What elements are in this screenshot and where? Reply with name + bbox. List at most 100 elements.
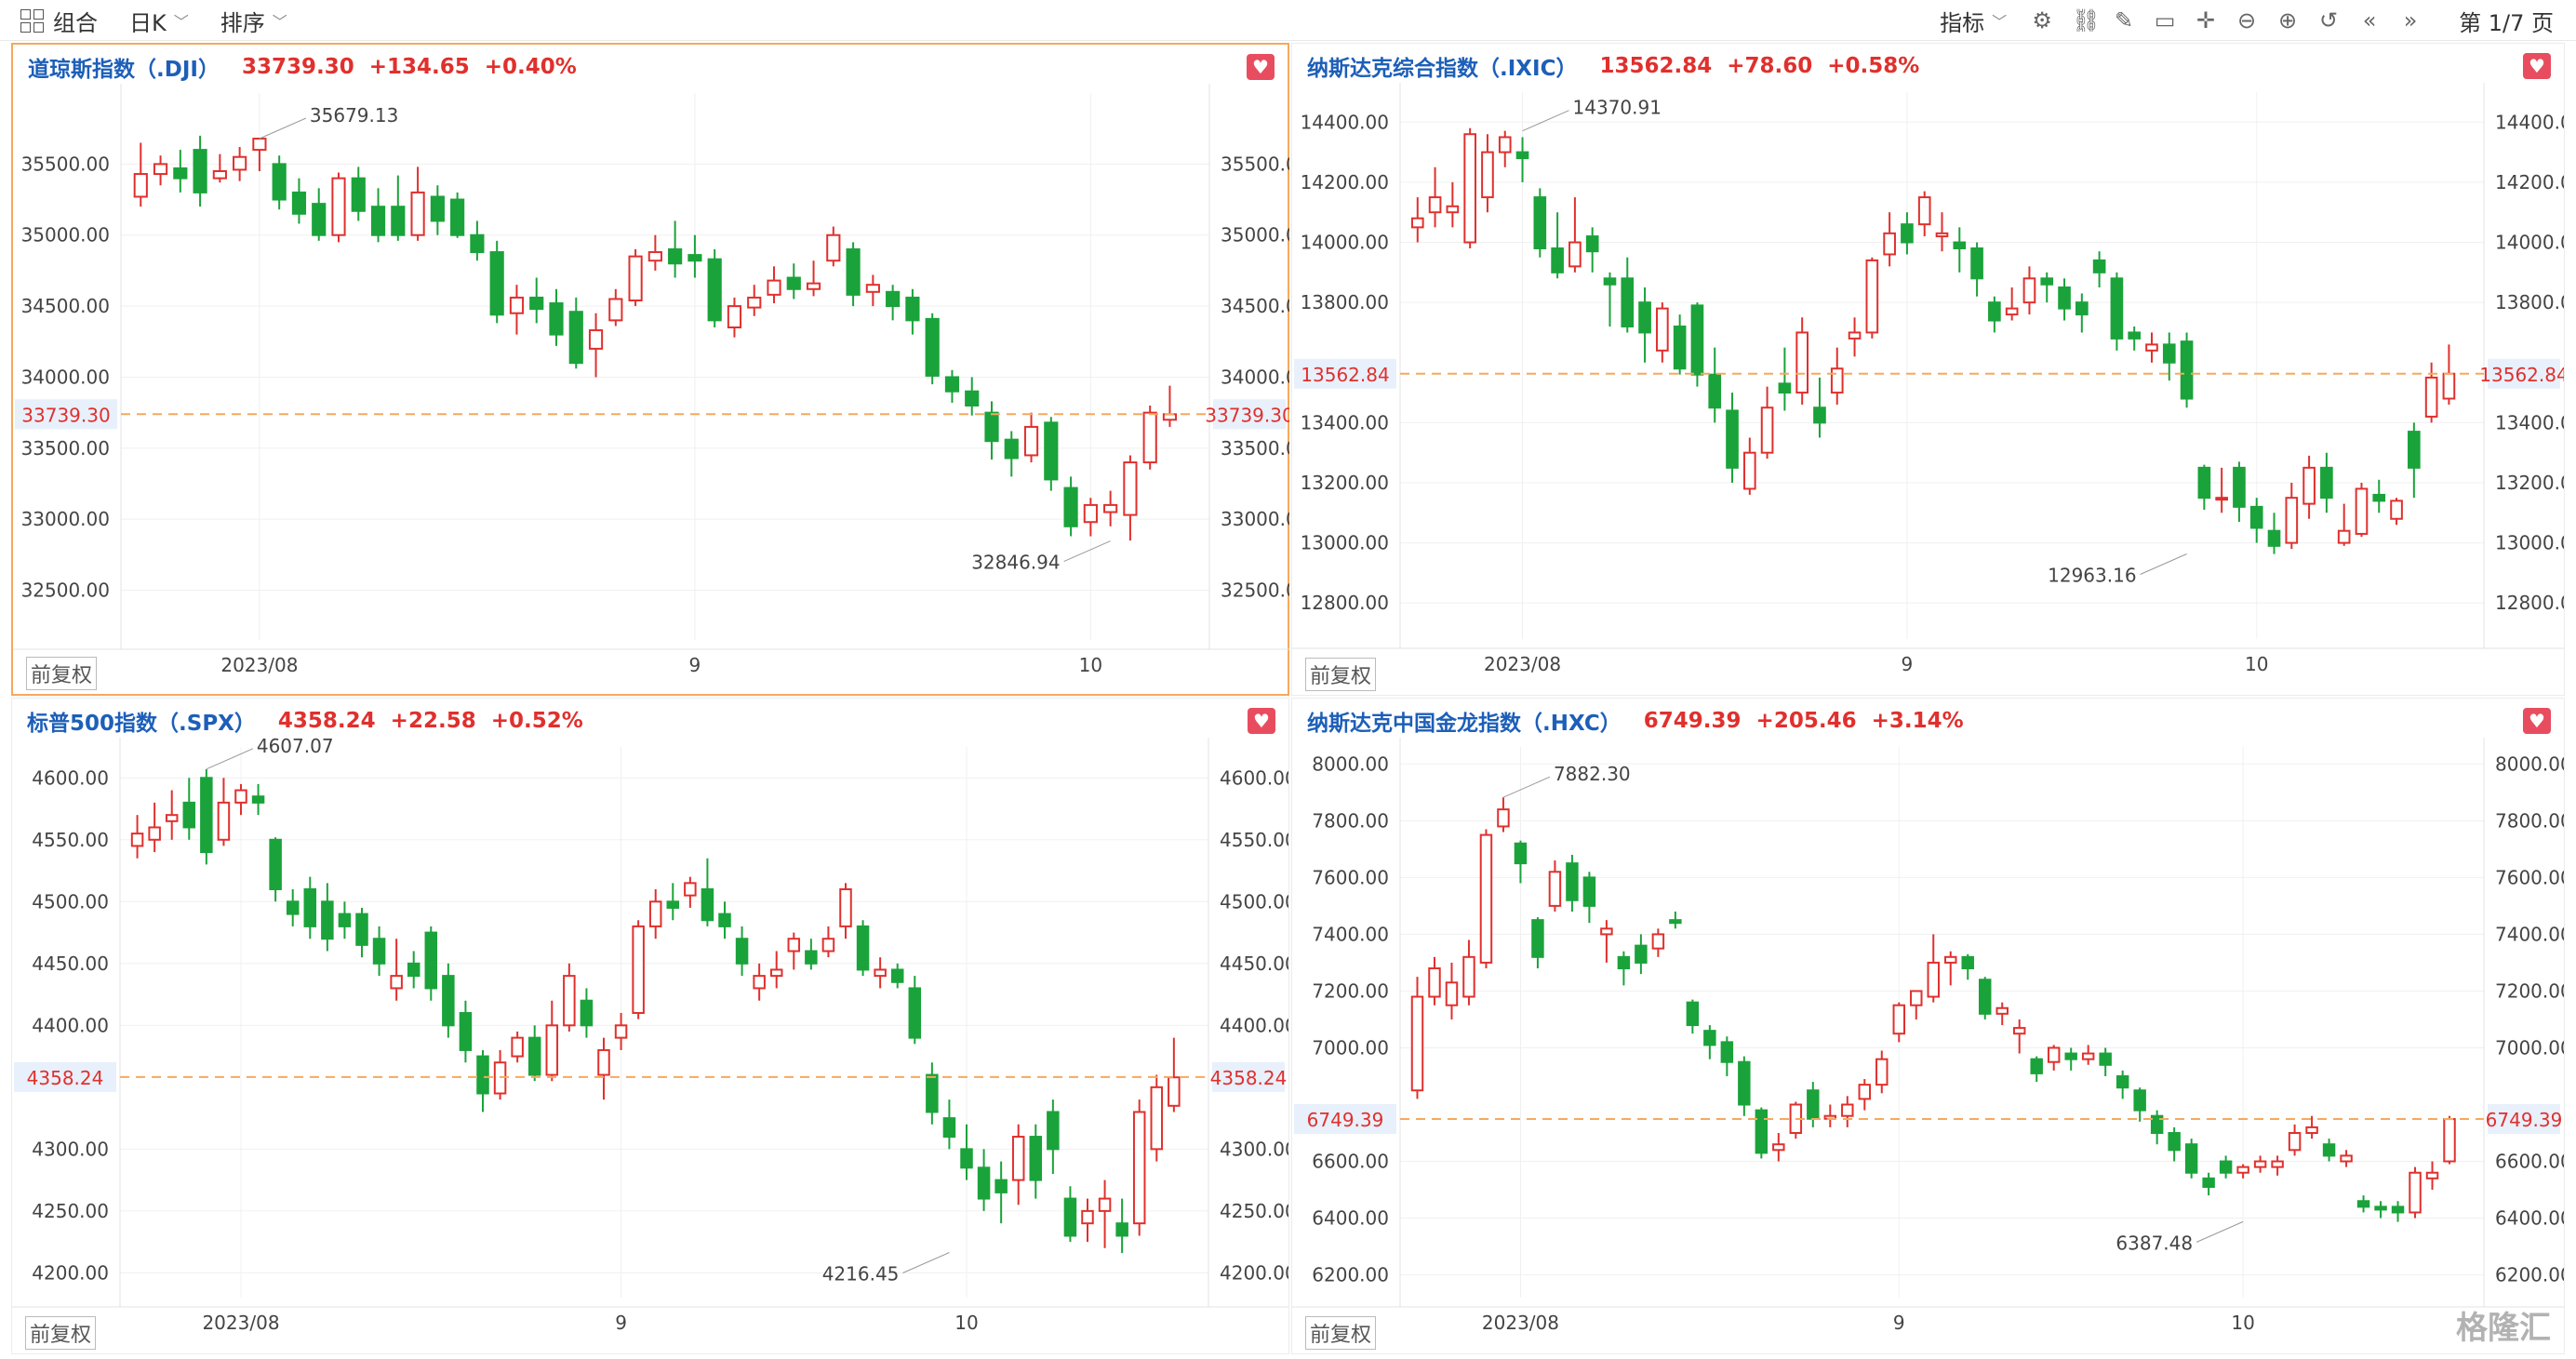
undo-icon[interactable]: ↺ (2319, 7, 2339, 33)
y-tick-label: 33000.00 (1221, 508, 1289, 530)
candle-body (753, 975, 766, 990)
candlestick-chart[interactable]: 32500.00 32500.00 33000.00 33000.00 33500.00… (13, 45, 1289, 696)
candle-body (2442, 372, 2456, 400)
candlestick-chart[interactable]: 4200.00 4200.00 4250.00 4250.00 4300.00 4300.… (12, 699, 1288, 1353)
x-tick-label: 9 (615, 1312, 627, 1334)
y-tick-label: 33500.00 (1221, 437, 1289, 460)
crosshair-icon[interactable]: ✛ (2196, 7, 2216, 33)
x-tick-label: 10 (1079, 654, 1102, 676)
candle-body (1531, 919, 1544, 958)
candlestick-chart[interactable]: 12800.00 12800.00 13000.00 13000.00 13200.00… (1292, 44, 2564, 695)
y-tick-label: 7000.00 (1312, 1036, 1389, 1059)
index-price: 4358.24 (277, 709, 376, 733)
period-dropdown[interactable]: 日K ﹀ (129, 5, 189, 37)
candle-body (826, 233, 841, 262)
candle-body (2372, 493, 2386, 502)
candle-body (701, 887, 714, 922)
y-tick-label: 35000.00 (1221, 224, 1289, 246)
chart-panel-ixic[interactable]: 纳斯达克综合指数（.IXIC） 13562.84 +78.60 +0.58% ♥… (1291, 43, 2565, 696)
current-price-tag (2488, 1103, 2560, 1134)
prev-page-icon[interactable]: « (2362, 7, 2377, 33)
adjust-toggle[interactable]: 前复权 (1305, 658, 1377, 691)
chart-panel-spx[interactable]: 标普500指数（.SPX） 4358.24 +22.58 +0.52% ♥ 42… (11, 698, 1289, 1354)
index-change-pct: +0.58% (1827, 54, 1920, 78)
chart-panel-dji[interactable]: 道琼斯指数（.DJI） 33739.30 +134.65 +0.40% ♥ 32… (11, 43, 1289, 696)
candle-body (2443, 1118, 2456, 1163)
index-name[interactable]: 纳斯达克综合指数（.IXIC） (1307, 57, 1578, 81)
next-page-icon[interactable]: » (2403, 7, 2418, 33)
candle-body (1083, 503, 1098, 524)
candle-body (1004, 438, 1019, 460)
candle-body (1514, 842, 1528, 865)
index-name[interactable]: 纳斯达克中国金龙指数（.HXC） (1307, 712, 1622, 736)
candle-body (2374, 1206, 2387, 1211)
pen-icon[interactable]: ✎ (2115, 7, 2134, 33)
y-tick-label: 4250.00 (1220, 1200, 1288, 1222)
index-name[interactable]: 道琼斯指数（.DJI） (28, 58, 220, 82)
page-indicator: 第 1/7 页 (2459, 9, 2554, 36)
x-tick-label: 10 (2245, 653, 2268, 675)
candle-body (1910, 990, 1923, 1006)
panel-header: 纳斯达克综合指数（.IXIC） 13562.84 +78.60 +0.58% (1307, 49, 1919, 83)
candle-body (509, 296, 525, 314)
candle-body (529, 296, 544, 311)
candle-body (2425, 1171, 2439, 1179)
candle-body (1428, 967, 1441, 998)
candle-body (1883, 232, 1896, 256)
candle-body (718, 913, 731, 927)
candle-body (632, 925, 645, 1015)
candle-body (2168, 1132, 2181, 1152)
indicator-dropdown[interactable]: 指标 ﹀ (1940, 5, 2007, 37)
zoom-out-icon[interactable]: ⊖ (2237, 7, 2257, 33)
chart-panel-hxc[interactable]: 纳斯达克中国金龙指数（.HXC） 6749.39 +205.46 +3.14% … (1291, 698, 2565, 1354)
candle-body (1481, 151, 1494, 199)
current-price-tag (1213, 399, 1286, 430)
candle-body (1585, 235, 1599, 253)
indicator-label: 指标 (1940, 9, 1985, 36)
candle-body (2150, 1114, 2164, 1135)
current-price-tag (2488, 358, 2560, 389)
combine-button[interactable]: 组合 (20, 5, 98, 37)
x-tick-label: 10 (2231, 1312, 2254, 1334)
candlestick-chart[interactable]: 6200.00 6200.00 6400.00 6400.00 6600.00 6600.… (1292, 699, 2564, 1353)
y-tick-label: 4400.00 (32, 1014, 109, 1036)
adjust-toggle[interactable]: 前复权 (25, 1316, 97, 1350)
current-price-tag (15, 399, 117, 430)
comment-icon[interactable]: ▭ (2154, 7, 2176, 33)
zoom-in-icon[interactable]: ⊕ (2278, 7, 2298, 33)
candle-body (767, 279, 781, 296)
favorite-heart-icon[interactable]: ♥ (2523, 708, 2551, 734)
adjust-toggle[interactable]: 前复权 (26, 657, 98, 690)
y-tick-label: 14000.00 (2495, 232, 2564, 254)
candle-body (563, 975, 576, 1027)
favorite-heart-icon[interactable]: ♥ (1247, 54, 1275, 80)
candle-body (2424, 376, 2438, 418)
candle-body (1970, 247, 1983, 280)
toolbar-left: 组合 日K ﹀ 排序 ﹀ (20, 0, 319, 41)
panel-header: 道琼斯指数（.DJI） 33739.30 +134.65 +0.40% (28, 50, 577, 84)
candle-body (355, 913, 368, 946)
y-tick-label: 13000.00 (2495, 532, 2564, 554)
candle-body (173, 167, 188, 180)
current-price-tag (1294, 1103, 1396, 1134)
chevron-down-icon: ﹀ (173, 13, 189, 31)
grid-icon (20, 8, 44, 33)
y-tick-label: 13400.00 (2495, 411, 2564, 433)
y-tick-label: 32500.00 (1221, 580, 1289, 602)
x-tick-label: 2023/08 (1484, 653, 1561, 675)
settings-icon[interactable]: ⚙ (2032, 7, 2052, 33)
candle-body (925, 317, 940, 377)
link-icon[interactable]: ⛓ (2072, 7, 2101, 33)
candle-body (580, 999, 594, 1027)
candle-body (865, 284, 880, 293)
favorite-heart-icon[interactable]: ♥ (2523, 53, 2551, 79)
candle-body (787, 938, 801, 953)
candle-body (1944, 955, 1957, 964)
candle-body (1917, 196, 1931, 226)
index-name[interactable]: 标普500指数（.SPX） (27, 712, 256, 736)
favorite-heart-icon[interactable]: ♥ (1248, 708, 1275, 734)
x-tick-label: 2023/08 (1482, 1312, 1559, 1334)
sort-dropdown[interactable]: 排序 ﹀ (220, 5, 287, 37)
x-tick-label: 2023/08 (220, 654, 298, 676)
adjust-toggle[interactable]: 前复权 (1305, 1316, 1377, 1350)
